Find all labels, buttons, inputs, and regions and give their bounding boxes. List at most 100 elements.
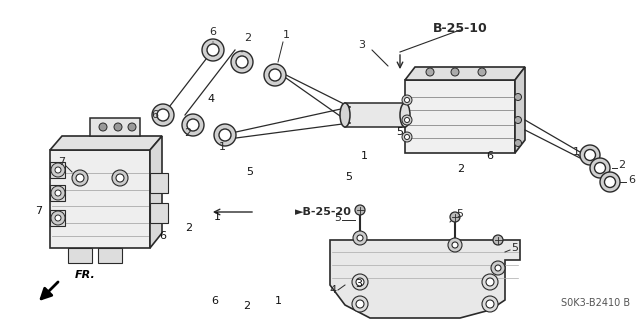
Text: 5: 5	[456, 209, 463, 219]
Text: 2: 2	[618, 160, 625, 170]
Text: 1: 1	[362, 151, 368, 161]
Polygon shape	[90, 118, 140, 136]
Polygon shape	[50, 162, 65, 178]
Circle shape	[231, 51, 253, 73]
Circle shape	[452, 242, 458, 248]
Circle shape	[478, 68, 486, 76]
Circle shape	[493, 235, 503, 245]
Circle shape	[356, 300, 364, 308]
Circle shape	[486, 300, 494, 308]
Circle shape	[402, 132, 412, 142]
Circle shape	[580, 145, 600, 165]
Circle shape	[157, 109, 169, 121]
Circle shape	[207, 44, 219, 56]
Circle shape	[114, 123, 122, 131]
Text: 7: 7	[35, 205, 42, 216]
Circle shape	[214, 124, 236, 146]
Circle shape	[219, 129, 231, 141]
Circle shape	[272, 72, 278, 78]
Circle shape	[605, 176, 616, 188]
Text: 5: 5	[511, 243, 518, 253]
Circle shape	[55, 190, 61, 196]
Polygon shape	[405, 80, 515, 153]
Circle shape	[404, 117, 410, 122]
Polygon shape	[50, 150, 150, 248]
Circle shape	[491, 261, 505, 275]
Circle shape	[116, 174, 124, 182]
Circle shape	[99, 123, 107, 131]
Text: 1: 1	[275, 296, 282, 307]
Circle shape	[55, 215, 61, 221]
Text: 4: 4	[330, 285, 337, 295]
Text: 1: 1	[214, 212, 221, 222]
Text: ►B-25-20: ►B-25-20	[295, 207, 352, 217]
Circle shape	[486, 278, 494, 286]
Circle shape	[353, 231, 367, 245]
Circle shape	[356, 278, 364, 286]
Polygon shape	[68, 248, 92, 263]
Circle shape	[357, 235, 363, 241]
Circle shape	[128, 123, 136, 131]
Polygon shape	[150, 203, 168, 223]
Circle shape	[402, 95, 412, 105]
Circle shape	[451, 68, 459, 76]
Polygon shape	[330, 240, 520, 318]
Text: 6: 6	[209, 27, 216, 37]
Circle shape	[190, 122, 196, 128]
Text: 3: 3	[355, 279, 362, 289]
Circle shape	[426, 68, 434, 76]
Text: 5: 5	[346, 172, 352, 182]
Text: 6: 6	[486, 151, 493, 161]
Text: B-25-10: B-25-10	[433, 21, 488, 34]
Polygon shape	[405, 67, 525, 80]
Circle shape	[587, 152, 593, 158]
Circle shape	[450, 212, 460, 222]
Text: 6: 6	[211, 296, 218, 307]
Text: 7: 7	[58, 157, 65, 167]
Circle shape	[607, 179, 613, 185]
Ellipse shape	[340, 103, 350, 127]
Circle shape	[590, 158, 610, 178]
Circle shape	[355, 205, 365, 215]
Text: 1: 1	[218, 142, 225, 152]
Circle shape	[236, 56, 248, 68]
Circle shape	[515, 93, 522, 100]
Circle shape	[595, 162, 605, 174]
Circle shape	[187, 119, 199, 131]
Circle shape	[202, 39, 224, 61]
Polygon shape	[515, 67, 525, 153]
Circle shape	[51, 186, 65, 200]
Text: 5: 5	[397, 127, 403, 137]
Polygon shape	[150, 173, 168, 193]
Text: 5: 5	[246, 167, 253, 177]
Circle shape	[448, 238, 462, 252]
Circle shape	[495, 265, 501, 271]
Text: 2: 2	[243, 301, 250, 311]
Circle shape	[51, 163, 65, 177]
Circle shape	[76, 174, 84, 182]
Circle shape	[402, 115, 412, 125]
Circle shape	[55, 167, 61, 173]
Text: 6: 6	[628, 175, 636, 185]
Circle shape	[597, 165, 603, 171]
Circle shape	[51, 211, 65, 225]
Circle shape	[152, 104, 174, 126]
Polygon shape	[98, 248, 122, 263]
Ellipse shape	[400, 103, 410, 127]
Circle shape	[72, 170, 88, 186]
Circle shape	[515, 139, 522, 146]
Circle shape	[160, 112, 166, 118]
Circle shape	[222, 132, 228, 138]
Circle shape	[182, 114, 204, 136]
Text: 2: 2	[185, 223, 193, 233]
Text: 6: 6	[160, 231, 166, 241]
Polygon shape	[50, 136, 162, 150]
Text: FR.: FR.	[75, 270, 96, 280]
Text: 2: 2	[457, 164, 465, 174]
Text: 6: 6	[152, 110, 159, 120]
Polygon shape	[50, 210, 65, 226]
Circle shape	[482, 274, 498, 290]
Circle shape	[352, 274, 368, 290]
Polygon shape	[50, 185, 65, 201]
Circle shape	[352, 296, 368, 312]
